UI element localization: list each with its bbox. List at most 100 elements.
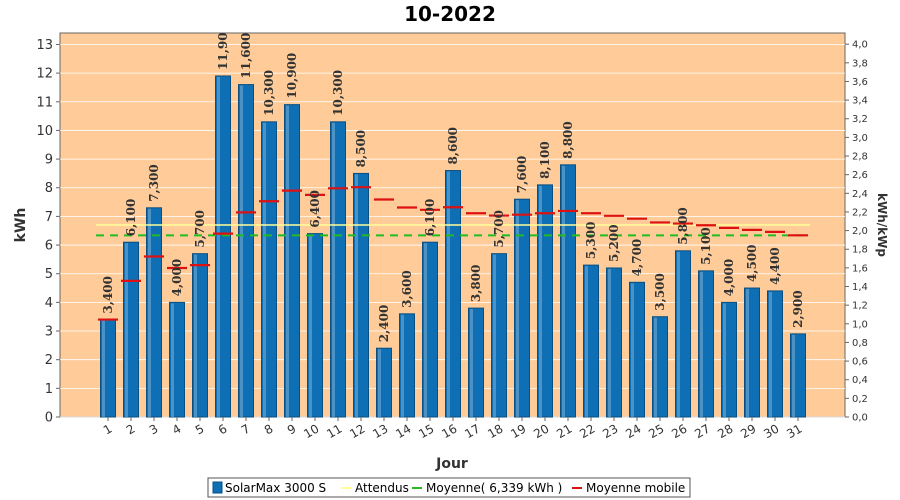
y-right-tick-label: 3,0 [852, 133, 868, 144]
y-tick-label: 4 [45, 296, 53, 311]
x-tick-label: 11 [324, 421, 344, 441]
y-right-tick-label: 1,2 [852, 301, 868, 312]
x-tick-label: 29 [738, 421, 758, 441]
x-tick-label: 28 [715, 421, 735, 441]
y-tick-label: 12 [36, 67, 53, 82]
y-right-tick-label: 1,6 [852, 263, 868, 274]
lines [96, 186, 810, 321]
data-label: 5,300 [584, 222, 598, 260]
data-label: 5,700 [193, 210, 207, 248]
legend-box [207, 477, 691, 498]
y-axis-right-title: kWh/kWp [875, 193, 889, 257]
y-tick-label: 9 [45, 153, 53, 168]
legend-label: Attendus [355, 481, 409, 495]
data-label: 8,600 [446, 127, 460, 165]
bar-highlight [792, 334, 795, 417]
y-right-tick-label: 0,6 [852, 357, 868, 368]
x-tick-label: 17 [462, 421, 482, 441]
data-label: 3,600 [400, 270, 414, 308]
data-label: 11,600 [239, 33, 253, 79]
data-label: 3,500 [653, 273, 667, 311]
y-axis-title: kWh [13, 208, 29, 243]
bar-highlight [493, 254, 496, 417]
x-axis-title: Jour [435, 456, 468, 472]
data-label: 7,300 [147, 164, 161, 202]
y-right-tick-label: 2,8 [852, 152, 868, 163]
y-right-tick-label: 2,0 [852, 226, 868, 237]
bar-highlight [217, 76, 220, 417]
y-tick-label: 13 [36, 38, 53, 53]
bar-highlight [378, 349, 381, 417]
y-right-tick-label: 1,8 [852, 245, 868, 256]
bar-highlight [585, 266, 588, 417]
bar-highlight [171, 303, 174, 417]
x-tick-label: 16 [439, 421, 459, 441]
data-label: 10,300 [331, 70, 345, 116]
data-label: 10,300 [262, 70, 276, 116]
data-label: 5,200 [607, 224, 621, 262]
x-tick-label: 27 [692, 421, 712, 441]
x-tick-label: 18 [485, 421, 505, 441]
bar-highlight [309, 234, 312, 417]
y-right-tick-label: 1,0 [852, 319, 868, 330]
x-tick-label: 31 [784, 421, 804, 441]
y-tick-label: 11 [36, 95, 53, 110]
x-tick-label: 22 [577, 421, 597, 441]
bar-highlight [286, 105, 289, 418]
y-right-tick-label: 3,8 [852, 58, 868, 69]
chart-title: 10-2022 [404, 2, 496, 26]
y-tick-label: 7 [45, 210, 53, 225]
x-tick-label: 3 [147, 421, 161, 437]
y-right-tick-label: 4,0 [852, 40, 868, 51]
bar-highlight [355, 174, 358, 417]
y-tick-label: 2 [45, 353, 53, 368]
y-tick-label: 1 [45, 382, 53, 397]
bar-highlight [631, 283, 634, 417]
data-label: 2,400 [377, 305, 391, 343]
bar-highlight [447, 171, 450, 417]
bar-highlight [401, 314, 404, 417]
x-tick-label: 4 [170, 421, 184, 437]
data-label: 4,700 [630, 239, 644, 277]
data-label: 4,000 [170, 259, 184, 297]
y-right-tick-label: 3,4 [852, 96, 868, 107]
y-right-tick-label: 0,0 [852, 413, 868, 424]
bar-highlight [516, 200, 519, 417]
x-tick-label: 10 [301, 421, 321, 441]
x-tick-label: 7 [239, 421, 253, 437]
y-right-tick-label: 2,4 [852, 189, 868, 200]
bar-highlight [148, 208, 151, 417]
y-tick-label: 3 [45, 325, 53, 340]
data-label: 4,400 [768, 247, 782, 285]
bar-highlight [102, 320, 105, 417]
bar-highlight [608, 268, 611, 417]
data-label: 6,100 [124, 199, 138, 237]
bar-highlight [700, 271, 703, 417]
data-label: 5,100 [699, 227, 713, 265]
data-label: 3,800 [469, 265, 483, 303]
y-right-tick-label: 1,4 [852, 282, 868, 293]
y-tick-label: 8 [45, 181, 53, 196]
data-label: 6,400 [308, 190, 322, 228]
data-label: 4,000 [722, 259, 736, 297]
y-right-tick-label: 0,2 [852, 394, 868, 405]
x-tick-label: 12 [347, 421, 367, 441]
data-label: 2,900 [791, 290, 805, 328]
legend-label: Moyenne mobile [586, 481, 685, 495]
bar-highlight [240, 85, 243, 417]
x-tick-label: 30 [761, 421, 781, 441]
x-tick-label: 2 [124, 421, 138, 437]
y-tick-label: 0 [45, 411, 53, 426]
bar-highlight [539, 185, 542, 417]
x-tick-label: 1 [101, 421, 115, 437]
bar-highlight [769, 291, 772, 417]
data-label: 8,800 [561, 121, 575, 159]
y-right-tick-label: 0,4 [852, 375, 868, 386]
y-right-tick-label: 2,6 [852, 170, 868, 181]
legend-label: SolarMax 3000 S [225, 481, 326, 495]
x-tick-label: 8 [262, 421, 276, 437]
bar-highlight [723, 303, 726, 417]
x-tick-label: 24 [623, 421, 643, 441]
x-tick-label: 21 [554, 421, 574, 441]
